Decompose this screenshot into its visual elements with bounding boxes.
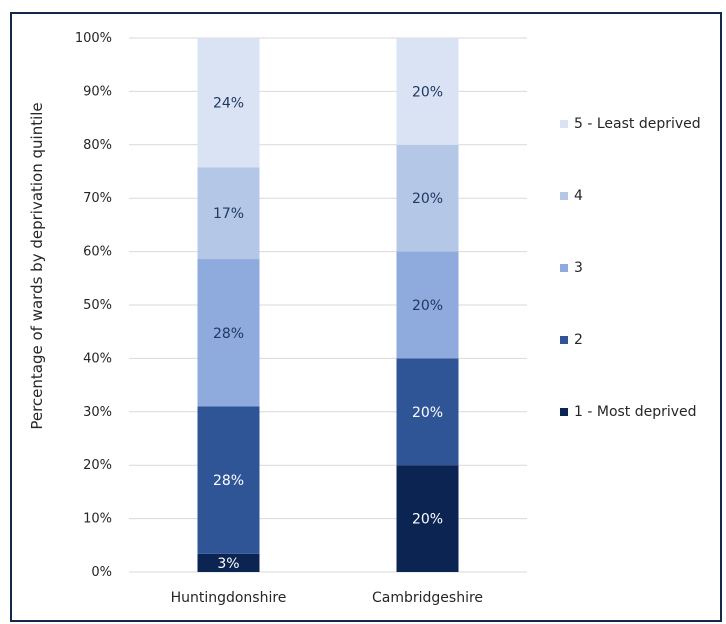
- legend-swatch: [560, 192, 568, 200]
- y-axis-title: Percentage of wards by deprivation quint…: [28, 102, 46, 429]
- chart-frame: 0% 10% 20% 30% 40% 50% 60% 70% 80% 90% 100% 3% 28% 2…: [10, 12, 722, 622]
- bar-segment: [197, 553, 260, 572]
- y-tick-label: 100%: [75, 31, 112, 46]
- x-category-label: Huntingdonshire: [171, 590, 287, 606]
- bar-segment: [396, 251, 459, 359]
- bar-segment: [197, 38, 260, 168]
- bar-segment: [197, 406, 260, 554]
- legend-label: 5 - Least deprived: [574, 116, 701, 132]
- legend-swatch: [560, 336, 568, 344]
- y-tick-label: 30%: [83, 405, 112, 420]
- legend-swatch: [560, 408, 568, 416]
- data-label: 20%: [412, 405, 443, 421]
- y-tick-label: 20%: [83, 458, 112, 473]
- y-tick-label: 70%: [83, 191, 112, 206]
- bars: 3% 28% 28% 17% 24% 20% 20% 20% 20% 20%: [197, 38, 459, 572]
- data-label: 17%: [213, 206, 244, 222]
- legend-label: 1 - Most deprived: [574, 404, 697, 420]
- bar-segment: [396, 144, 459, 252]
- data-label: 24%: [213, 96, 244, 112]
- legend: 5 - Least deprived 4 3 2 1 - Most deprived: [560, 116, 701, 420]
- y-tick-label: 40%: [83, 351, 112, 366]
- y-tick-label: 50%: [83, 298, 112, 313]
- data-label: 20%: [412, 298, 443, 314]
- legend-swatch: [560, 264, 568, 272]
- data-label: 3%: [217, 556, 239, 572]
- bar-segment: [396, 465, 459, 572]
- stacked-bar-chart: 0% 10% 20% 30% 40% 50% 60% 70% 80% 90% 100% 3% 28% 2…: [28, 31, 701, 606]
- bar-segment: [396, 38, 459, 145]
- y-axis-ticks: 0% 10% 20% 30% 40% 50% 60% 70% 80% 90% 100%: [75, 31, 112, 580]
- bar-segment: [396, 358, 459, 466]
- y-tick-label: 60%: [83, 245, 112, 260]
- data-label: 28%: [213, 326, 244, 342]
- gridlines: [129, 37, 527, 573]
- bar-segment: [197, 167, 260, 260]
- data-label: 20%: [412, 512, 443, 528]
- legend-label: 4: [574, 188, 583, 204]
- bar-segment: [197, 259, 260, 407]
- data-label: 20%: [412, 191, 443, 207]
- data-label: 20%: [412, 84, 443, 100]
- legend-label: 2: [574, 332, 583, 348]
- y-tick-label: 80%: [83, 138, 112, 153]
- y-tick-label: 90%: [83, 84, 112, 99]
- data-label: 28%: [213, 473, 244, 489]
- x-axis-categories: Huntingdonshire Cambridgeshire: [171, 590, 483, 606]
- legend-swatch: [560, 120, 568, 128]
- legend-label: 3: [574, 260, 583, 276]
- y-tick-label: 10%: [83, 512, 112, 527]
- x-category-label: Cambridgeshire: [372, 590, 483, 606]
- y-tick-label: 0%: [91, 565, 112, 580]
